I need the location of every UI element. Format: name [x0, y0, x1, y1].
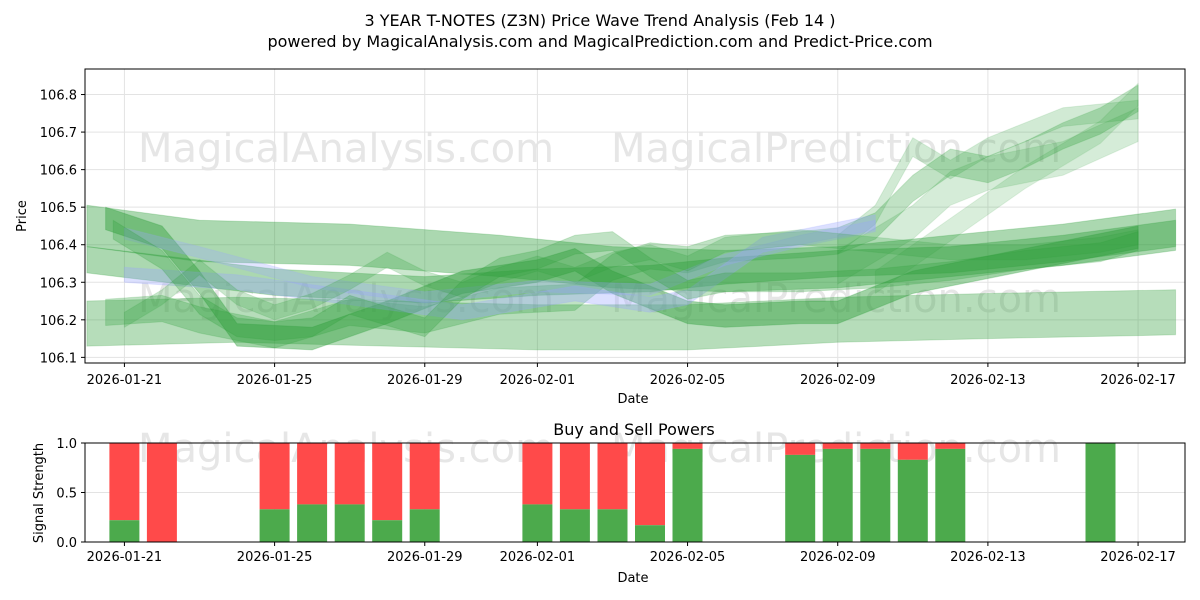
price-y-tick-label: 106.3 — [40, 276, 77, 291]
buy-bar — [822, 448, 853, 542]
watermark-magicalprediction-mid: MagicalPrediction.com — [611, 276, 1061, 322]
price-plot-frame — [84, 68, 1186, 364]
price-wave-bands — [86, 82, 1177, 351]
price-x-tick-label: 2026-02-01 — [500, 373, 576, 388]
price-wave-band-12 — [123, 229, 1139, 328]
price-wave-band-10 — [123, 219, 876, 304]
buy-bar — [897, 459, 928, 542]
sell-bar — [259, 443, 290, 510]
buy-bar — [297, 504, 328, 542]
sell-bar — [822, 443, 853, 449]
buy-bar — [597, 509, 628, 542]
power-x-tick-label: 2026-01-21 — [87, 550, 163, 565]
main-chart-title: 3 YEAR T-NOTES (Z3N) Price Wave Trend An… — [364, 11, 835, 30]
watermark-magicalprediction-top: MagicalPrediction.com — [611, 126, 1061, 172]
power-x-tick-label: 2026-02-17 — [1100, 550, 1176, 565]
buy-bar — [1085, 443, 1116, 542]
price-x-tick-label: 2026-01-21 — [87, 373, 163, 388]
price-x-tick-label: 2026-02-13 — [950, 373, 1026, 388]
price-wave-band-8 — [874, 82, 1139, 294]
sell-bar — [409, 443, 440, 510]
price-wave-band-9 — [123, 214, 876, 321]
sell-bar — [897, 443, 928, 460]
price-y-axis: 106.1 106.2 106.3 106.4 106.5 106.6 106.7 106.8 — [40, 89, 85, 366]
sell-bar — [109, 443, 140, 521]
power-x-tick-label: 2026-02-01 — [500, 550, 576, 565]
buy-bar — [409, 509, 440, 542]
power-x-tick-label: 2026-02-09 — [800, 550, 876, 565]
main-chart-subtitle: powered by MagicalAnalysis.com and Magic… — [267, 32, 932, 51]
sell-bar — [597, 443, 628, 510]
price-wave-band-2 — [86, 289, 1177, 351]
price-wave-band-6 — [837, 99, 1139, 255]
buy-bar — [672, 448, 703, 542]
price-y-tick-label: 106.4 — [40, 239, 77, 254]
buy-bar — [109, 520, 140, 542]
buy-bar — [522, 504, 553, 542]
price-x-tick-label: 2026-01-29 — [387, 373, 463, 388]
price-x-axis: 2026-01-21 2026-01-25 2026-01-29 2026-02-01… — [87, 363, 1176, 388]
power-x-tick-label: 2026-02-05 — [650, 550, 726, 565]
sell-bar — [785, 443, 816, 455]
buy-bar — [860, 448, 891, 542]
price-x-tick-label: 2026-02-09 — [800, 373, 876, 388]
power-y-tick-label: 0.0 — [56, 536, 77, 551]
sell-bar — [522, 443, 553, 505]
buy-bar — [259, 509, 290, 542]
price-wave-band-1 — [86, 204, 1177, 293]
price-y-tick-label: 106.8 — [40, 89, 77, 104]
price-y-tick-label: 106.1 — [40, 351, 77, 366]
power-y-axis-label: Signal Strength — [32, 443, 47, 543]
price-y-tick-label: 106.7 — [40, 126, 77, 141]
sell-bar — [297, 443, 328, 505]
buy-bar — [635, 525, 665, 542]
buy-bar — [935, 448, 966, 542]
power-x-axis-label: Date — [617, 571, 648, 586]
sell-bar — [935, 443, 966, 449]
price-x-axis-label: Date — [617, 392, 648, 407]
buy-bar — [334, 504, 365, 542]
sell-bar — [559, 443, 590, 510]
sell-bar — [334, 443, 365, 505]
price-y-axis-label: Price — [15, 200, 30, 232]
price-wave-band-5 — [105, 84, 1139, 349]
power-chart-title: Buy and Sell Powers — [553, 420, 715, 439]
sell-bar — [635, 443, 665, 526]
power-x-tick-label: 2026-01-25 — [237, 550, 313, 565]
sell-bar — [146, 443, 177, 542]
price-wave-band-7 — [837, 107, 1139, 285]
buy-bar — [372, 520, 403, 542]
power-y-tick-label: 1.0 — [56, 437, 77, 452]
power-x-tick-label: 2026-02-13 — [950, 550, 1026, 565]
power-y-tick-label: 0.5 — [56, 487, 77, 502]
power-x-axis: 2026-01-21 2026-01-25 2026-01-29 2026-02-01… — [87, 542, 1176, 565]
price-wave-band-4 — [105, 206, 1139, 351]
buy-bar — [559, 509, 590, 542]
price-y-tick-label: 106.6 — [40, 164, 77, 179]
sell-bar — [372, 443, 403, 521]
price-x-tick-label: 2026-01-25 — [237, 373, 313, 388]
price-y-tick-label: 106.5 — [40, 201, 77, 216]
price-wave-band-3 — [86, 219, 1177, 304]
power-x-tick-label: 2026-01-29 — [387, 550, 463, 565]
power-bars — [109, 443, 1116, 542]
price-y-tick-label: 106.2 — [40, 314, 77, 329]
price-x-tick-label: 2026-02-05 — [650, 373, 726, 388]
buy-bar — [785, 454, 816, 542]
price-grid — [85, 69, 1185, 363]
watermark-magicalanalysis-mid: MagicalAnalysis.com — [138, 276, 554, 322]
power-y-axis: 0.0 0.5 1.0 — [56, 437, 85, 551]
sell-bar — [672, 443, 703, 449]
price-x-tick-label: 2026-02-17 — [1100, 373, 1176, 388]
price-wave-band-11 — [112, 219, 1139, 341]
sell-bar — [860, 443, 891, 449]
watermark-magicalanalysis-top: MagicalAnalysis.com — [138, 126, 554, 172]
